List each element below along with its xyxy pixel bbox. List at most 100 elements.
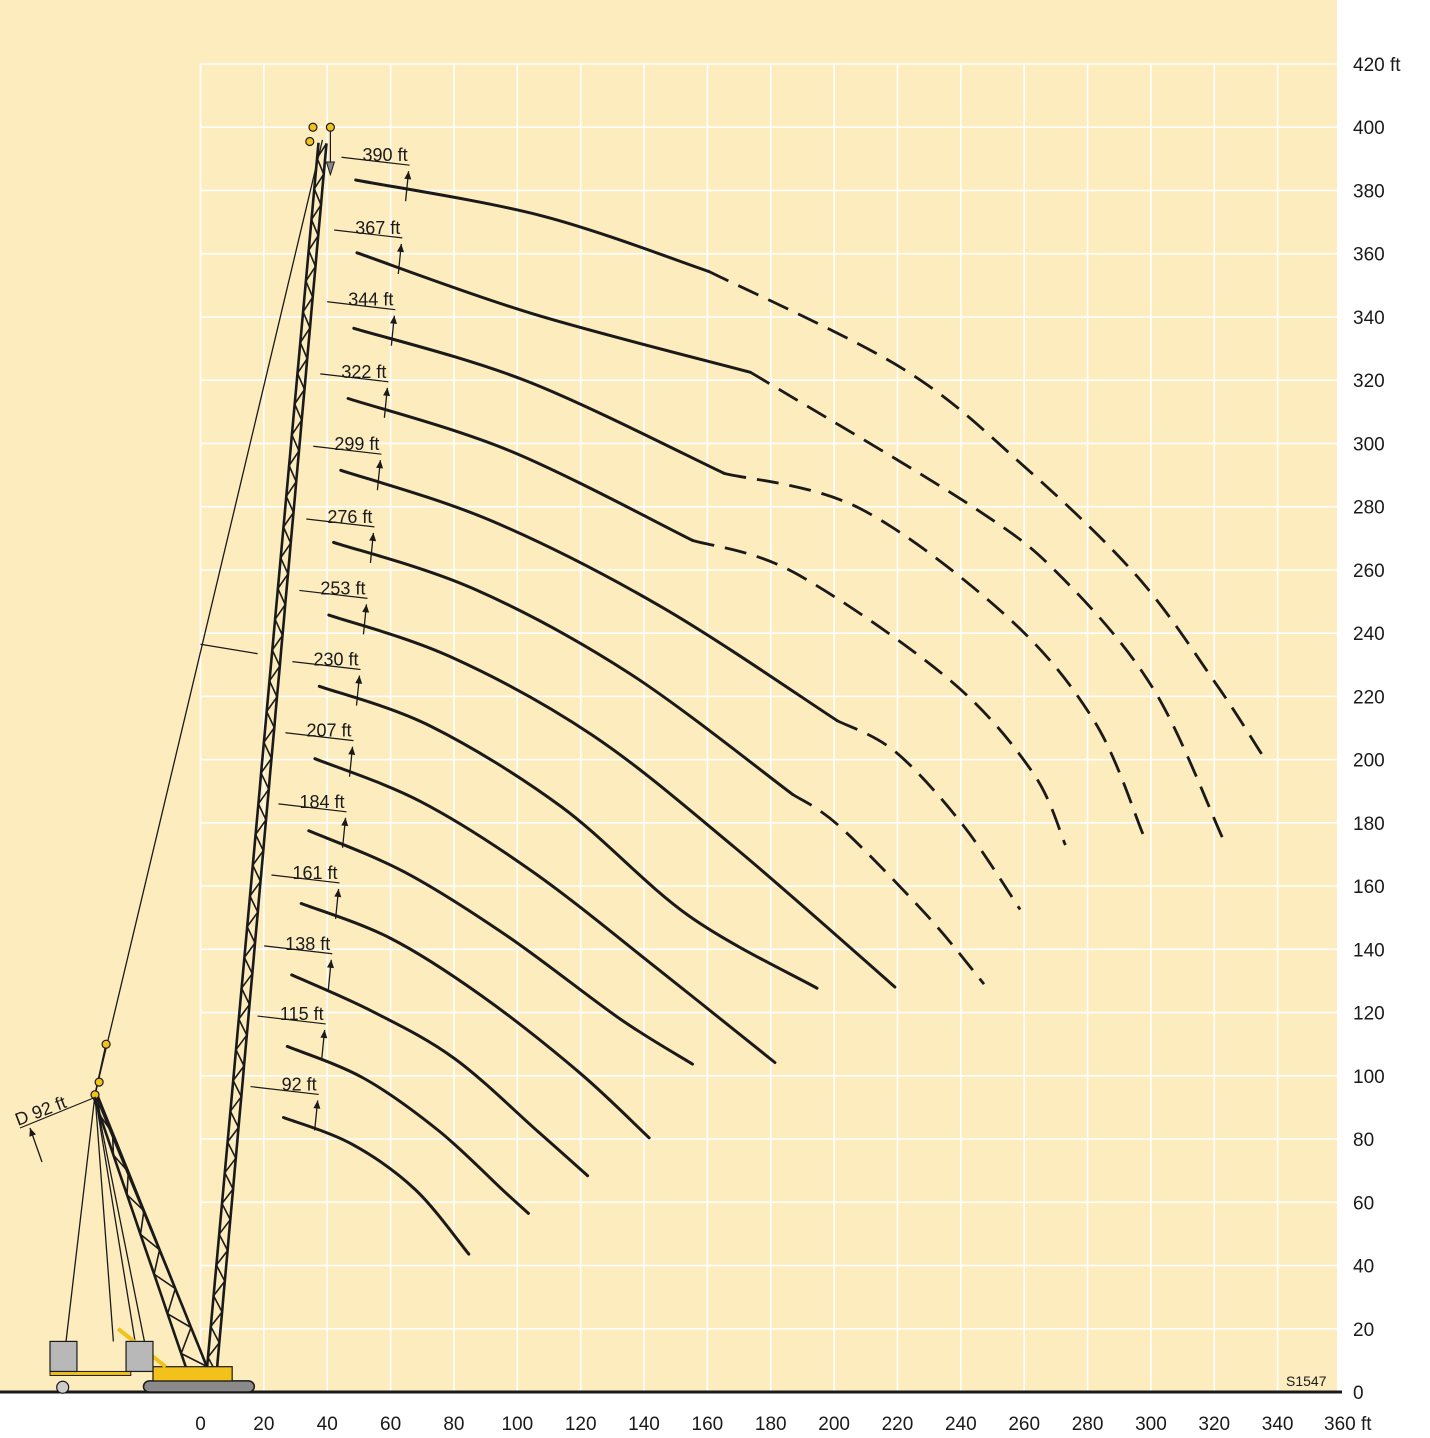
pendant-line <box>94 1094 138 1355</box>
hook-block <box>325 161 336 177</box>
range-curve-solid <box>355 251 752 374</box>
y-tick-label: 80 <box>1353 1130 1374 1151</box>
range-curve-solid <box>317 684 819 990</box>
x-tick-label: 300 <box>1135 1414 1167 1435</box>
range-curve-solid <box>354 178 711 273</box>
boom-length-arrow-head <box>320 1029 328 1039</box>
boom-lacing <box>207 142 328 1374</box>
chart-grid <box>199 63 1337 1392</box>
boom-length-label: 92 ft <box>282 1074 317 1094</box>
x-tick-label: 40 <box>317 1414 338 1435</box>
pendant-line <box>200 643 258 655</box>
boom-chord <box>205 142 320 1373</box>
y-tick-label: 220 <box>1353 687 1385 708</box>
y-tick-label: 320 <box>1353 371 1385 392</box>
boom-length-label: 115 ft <box>280 1004 324 1024</box>
y-tick-label: 140 <box>1353 940 1385 961</box>
sheave <box>90 1090 100 1100</box>
range-curve-solid <box>285 1044 530 1215</box>
y-tick-label: 400 <box>1353 118 1385 139</box>
y-tick-label: 120 <box>1353 1004 1385 1025</box>
x-tick-label: 0 <box>195 1414 206 1435</box>
boom-label-leader <box>271 874 340 884</box>
range-curve-dashed <box>692 539 1067 846</box>
sheave <box>94 1077 104 1087</box>
boom-label-leader <box>292 661 361 671</box>
boom-length-arrow-head <box>397 243 404 253</box>
boom-label-leader <box>299 589 368 599</box>
boom-length-label: 344 ft <box>348 290 393 310</box>
range-curve-dashed <box>724 472 1145 835</box>
boom-label-leader <box>320 373 389 383</box>
x-tick-label: 260 <box>1008 1414 1040 1435</box>
counterweight-stack <box>125 1340 154 1373</box>
boom-label-leader <box>278 803 347 813</box>
boom-length-label: 253 ft <box>320 578 365 598</box>
range-curve-solid <box>339 468 839 723</box>
derrick-mast-lattice <box>91 1093 208 1374</box>
pendant-line <box>94 1094 149 1361</box>
counterweight-stack <box>49 1340 78 1373</box>
y-tick-label: 360 <box>1353 245 1385 266</box>
y-tick-label: 280 <box>1353 498 1385 519</box>
boom-length-label: 322 ft <box>341 362 386 382</box>
boom-chord <box>95 1093 208 1367</box>
boom-length-arrow-head <box>376 460 384 469</box>
boom-length-arrow-head <box>404 171 412 180</box>
y-tick-label: 380 <box>1353 181 1385 202</box>
x-tick-label: 120 <box>565 1414 597 1435</box>
range-curve-solid <box>327 613 897 989</box>
range-curve-solid <box>346 397 695 542</box>
x-tick-label: 200 <box>818 1414 850 1435</box>
y-tick-label: 60 <box>1353 1193 1374 1214</box>
x-tick-label: 320 <box>1198 1414 1230 1435</box>
boom-lacing <box>96 1093 208 1368</box>
boom-length-arrow-head <box>362 604 370 613</box>
x-tick-label: 240 <box>945 1414 977 1435</box>
boom-label-leader <box>285 732 354 742</box>
mast-tip-strut <box>94 1044 107 1095</box>
range-curve-solid <box>332 540 795 796</box>
boom-label-leader <box>257 1015 326 1025</box>
y-tick-label: 20 <box>1353 1320 1374 1341</box>
boom-length-label: 230 ft <box>313 650 358 670</box>
ballast-tray-beam <box>49 1370 132 1376</box>
boom-length-label: 184 ft <box>300 792 345 812</box>
boom-label-leader <box>306 518 375 528</box>
sheave <box>305 136 315 147</box>
boom-label-leader <box>250 1085 319 1096</box>
range-curve-solid <box>352 326 726 475</box>
crawler-crane-drawing <box>49 122 336 1394</box>
x-tick-label: 100 <box>501 1414 533 1435</box>
sheave <box>325 122 335 132</box>
boom-length-label: 276 ft <box>327 507 372 527</box>
x-tick-label: 220 <box>882 1414 914 1435</box>
x-tick-label: 340 <box>1262 1414 1294 1435</box>
x-tick-label: 180 <box>755 1414 787 1435</box>
pendant-line <box>94 1094 115 1342</box>
x-tick-label: 360 ft <box>1324 1414 1372 1435</box>
x-tick-label: 160 <box>692 1414 724 1435</box>
x-tick-label: 60 <box>380 1414 401 1435</box>
pendant-line <box>94 139 324 1095</box>
range-curve-dashed <box>791 793 986 985</box>
y-tick-label: 260 <box>1353 561 1385 582</box>
y-tick-label: 340 <box>1353 308 1385 329</box>
y-axis-tick-labels: 0 20 40 60 80 100 120 140 160 180 200 220 240 260 280 3… <box>1353 55 1401 1404</box>
boom-length-arrow-head <box>341 817 349 827</box>
range-curve-solid <box>313 757 777 1064</box>
y-tick-label: 160 <box>1353 877 1385 898</box>
derrick-label-leader <box>19 1096 97 1129</box>
pendant-line <box>62 1094 96 1370</box>
boom-label-leader <box>334 229 403 239</box>
x-axis-tick-labels: 0 20 40 60 80 100 120 140 160 180 200 220 240 260 280 3… <box>195 1414 1372 1435</box>
x-tick-label: 280 <box>1072 1414 1104 1435</box>
boom-length-arrow-head <box>369 532 377 542</box>
superstructure <box>152 1366 233 1382</box>
boom-length-arrow-head <box>334 888 342 898</box>
y-tick-label: 420 ft <box>1353 55 1401 76</box>
y-tick-label: 0 <box>1353 1383 1364 1404</box>
main-boom-lattice <box>205 142 328 1374</box>
range-curve-dashed <box>708 270 1263 755</box>
